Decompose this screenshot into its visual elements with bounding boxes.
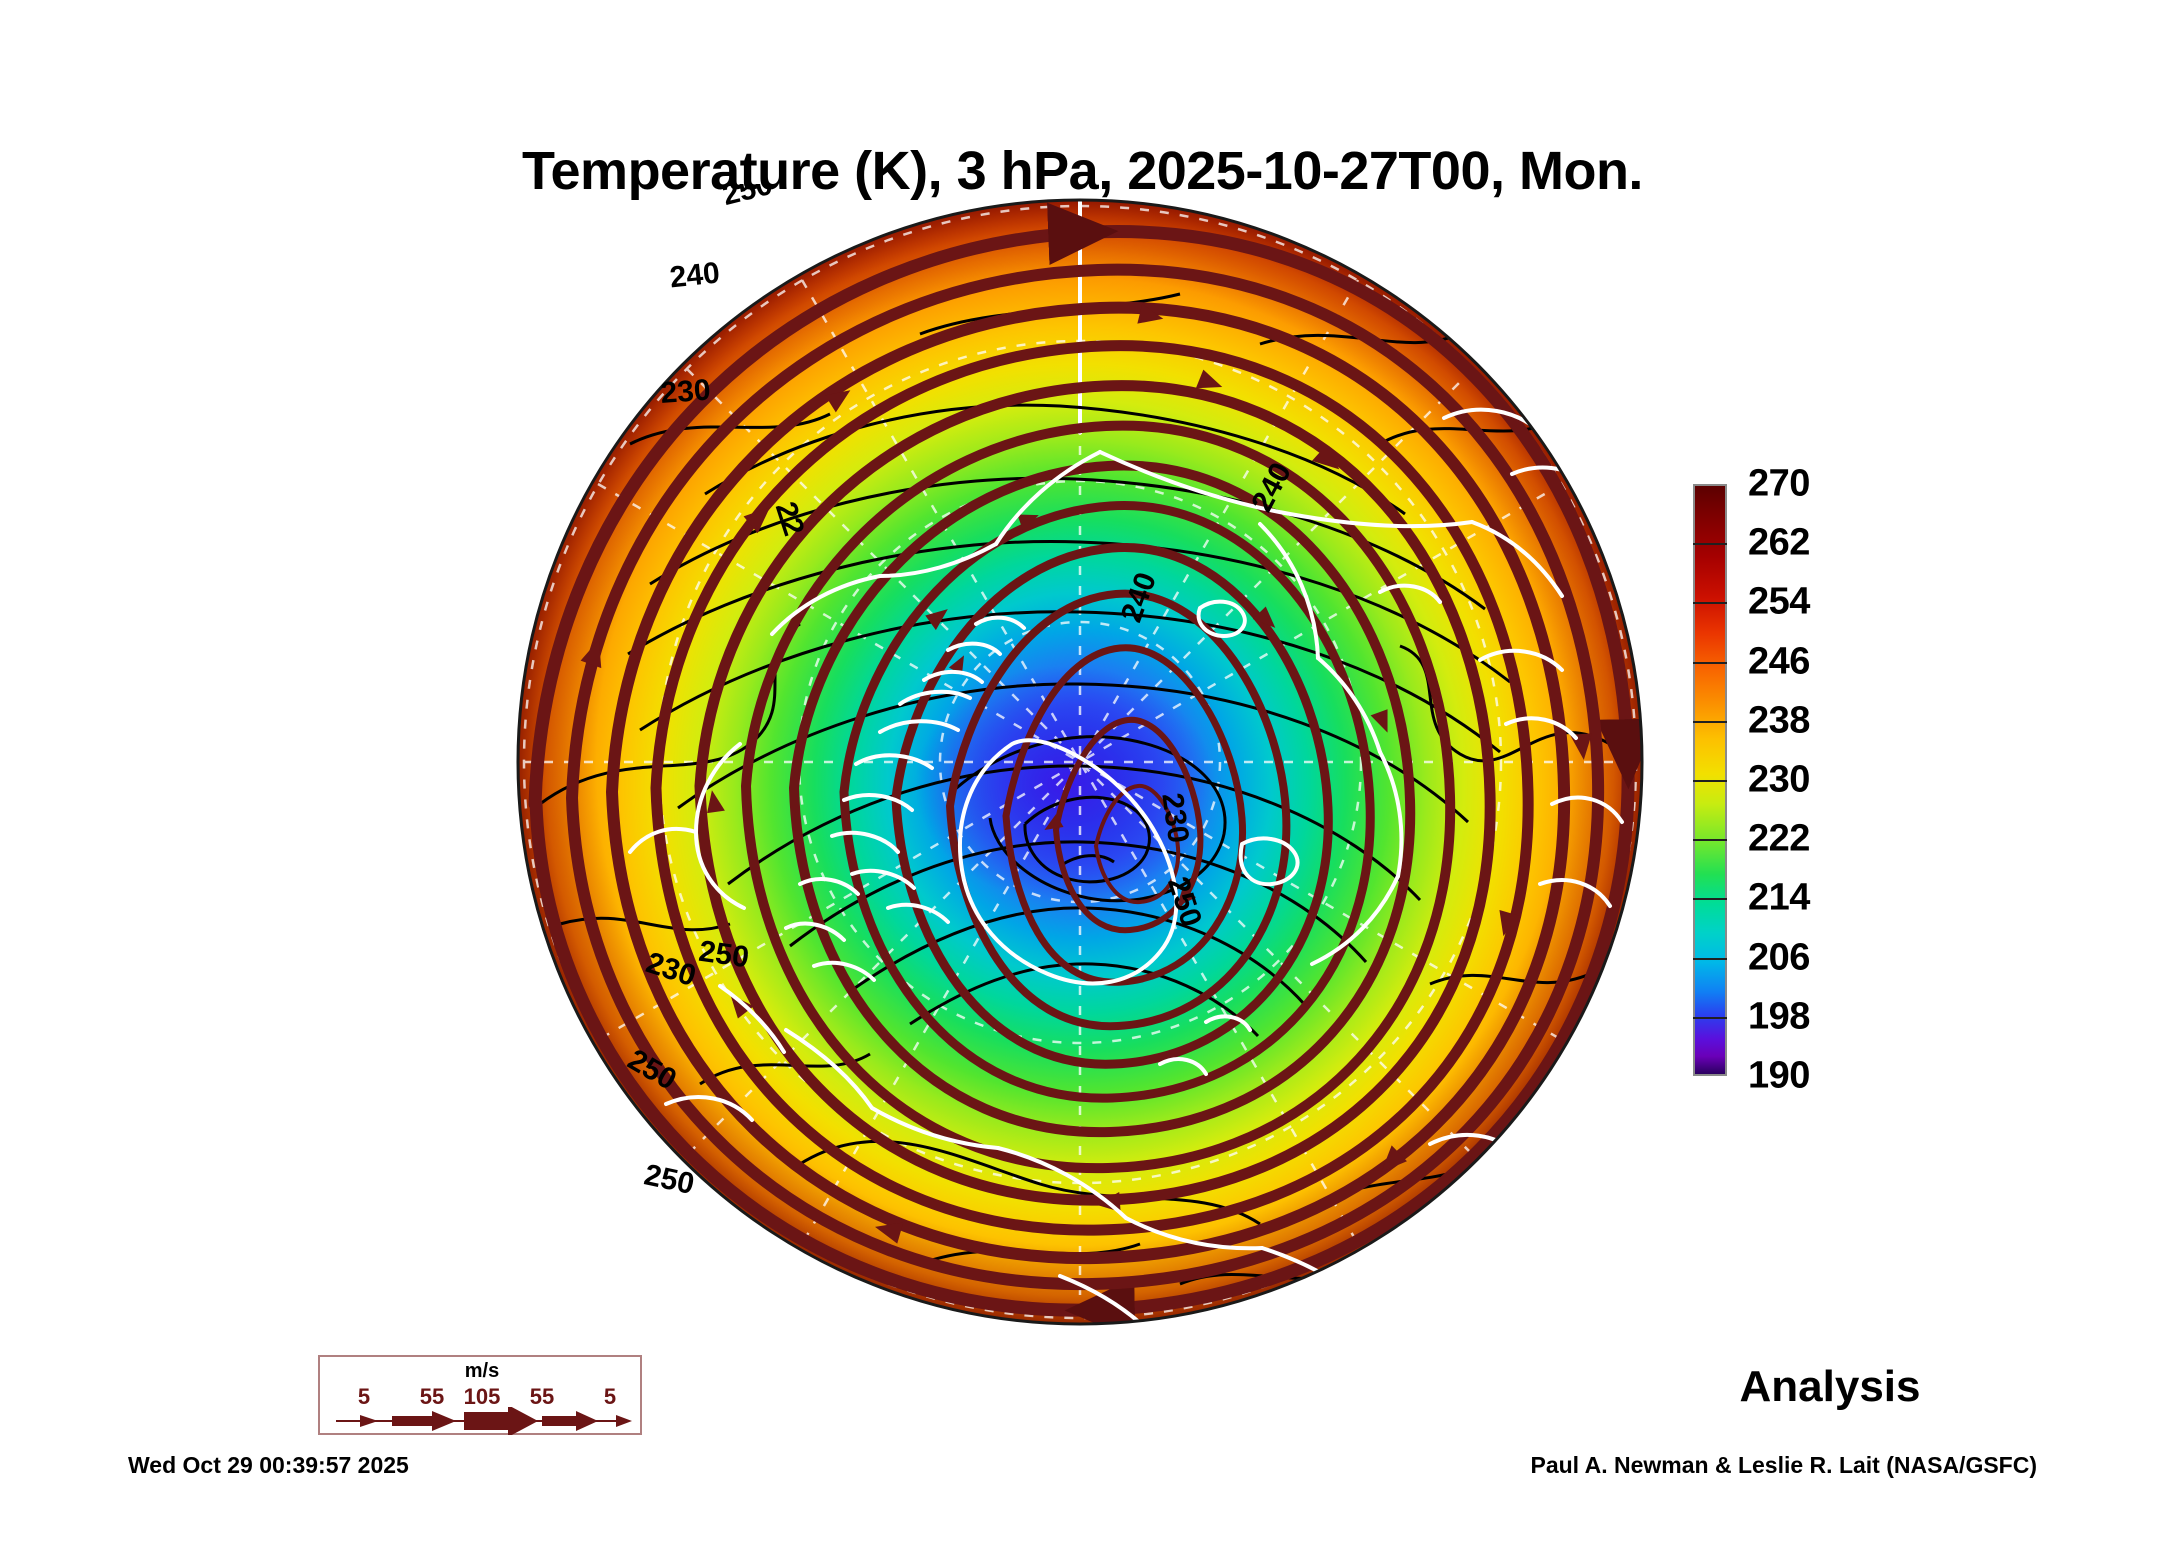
colorbar-tick-label: 262 [1748,521,1810,564]
page-title: Temperature (K), 3 hPa, 2025-10-27T00, M… [522,141,1643,201]
generation-timestamp: Wed Oct 29 00:39:57 2025 [128,1452,409,1478]
svg-text:240: 240 [668,256,721,294]
colorbar-tick-mark [1693,661,1727,664]
colorbar-tick-mark [1693,543,1727,546]
wind-key-value: 55 [529,1384,555,1409]
svg-text:250: 250 [719,184,776,212]
colorbar-tick-mark [1693,898,1727,901]
polar-map: 250 250 240 230 22 240 240 230 250 230 2… [500,184,1660,1344]
colorbar-tick-mark [1693,839,1727,842]
svg-text:250: 250 [620,184,680,192]
colorbar-tick-mark [1693,602,1727,605]
colorbar-tick-label: 222 [1748,817,1810,860]
colorbar-tick-mark [1693,780,1727,782]
colorbar-tick-label: 238 [1748,699,1810,742]
author-credit: Paul A. Newman & Leslie R. Lait (NASA/GS… [1530,1452,2037,1478]
colorbar-tick-label: 246 [1748,640,1810,683]
colorbar-tick-label: 254 [1748,580,1810,623]
wind-key-arrows [336,1407,632,1435]
colorbar-tick-mark [1693,720,1727,723]
wind-key-value: 55 [419,1384,445,1409]
analysis-label: Analysis [1739,1362,1921,1411]
wind-key-value: 5 [357,1384,371,1409]
colorbar-tick-mark [1693,1016,1727,1019]
colorbar-tick-label: 198 [1748,995,1810,1038]
colorbar-tick-label: 214 [1748,876,1810,919]
map-field [518,200,1642,1324]
colorbar-tick-label: 190 [1748,1054,1810,1097]
streamline-arrowheads [580,304,1592,1244]
svg-text:230: 230 [1155,791,1195,845]
svg-text:250: 250 [697,935,751,975]
wind-speed-key: m/s 5 55 105 55 5 [318,1355,642,1435]
wind-streamlines [528,202,1642,1324]
colorbar-tick-label: 206 [1748,936,1810,979]
wind-key-unit-label: m/s [464,1360,500,1382]
wind-key-value: 5 [603,1384,617,1409]
globe-outline [516,198,1644,1326]
polar-stereographic-plot: 250 250 240 230 22 240 240 230 250 230 2… [516,184,1644,1326]
svg-text:230: 230 [659,374,711,410]
colorbar-tick-mark [1693,957,1727,960]
colorbar-tick-label: 270 [1748,462,1810,505]
coastlines [628,407,1624,1324]
colorbar-tick-label: 230 [1748,758,1810,801]
wind-key-value: 105 [463,1384,501,1409]
